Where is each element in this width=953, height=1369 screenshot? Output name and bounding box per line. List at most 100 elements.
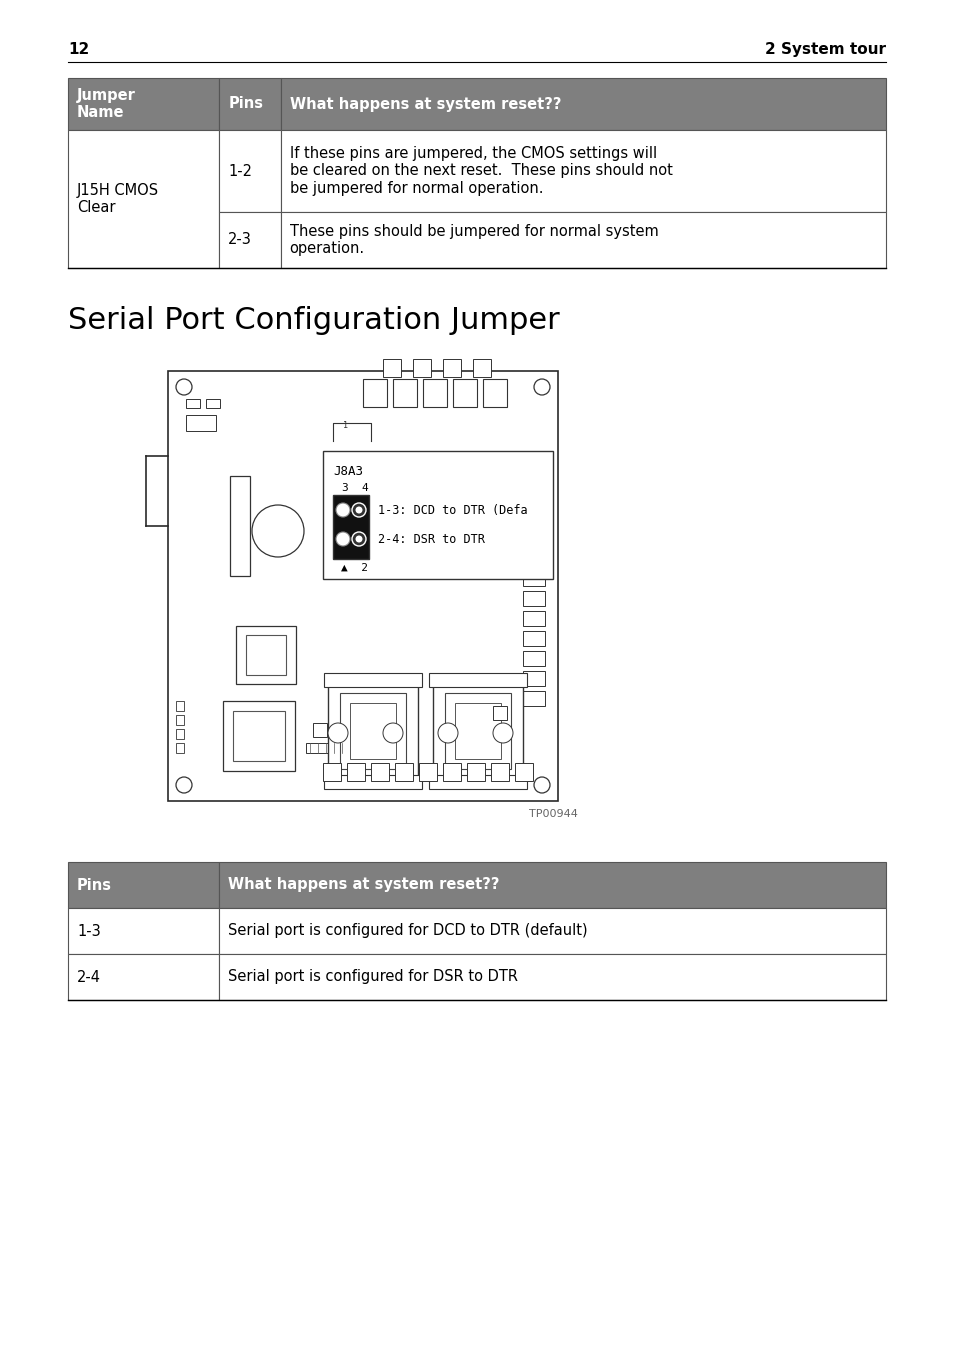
Bar bbox=[418, 763, 436, 780]
Bar bbox=[280, 212, 885, 268]
Circle shape bbox=[328, 723, 348, 743]
Bar bbox=[371, 763, 389, 780]
Text: ▲  2: ▲ 2 bbox=[340, 563, 368, 574]
Text: Pins: Pins bbox=[77, 878, 112, 893]
Text: 2-4: DSR to DTR: 2-4: DSR to DTR bbox=[377, 533, 484, 546]
Bar bbox=[323, 450, 553, 579]
Bar bbox=[363, 379, 387, 407]
Text: Pins: Pins bbox=[228, 96, 263, 111]
Text: 1-3: 1-3 bbox=[77, 924, 101, 939]
Circle shape bbox=[437, 723, 457, 743]
Bar bbox=[522, 611, 544, 626]
Bar bbox=[246, 635, 286, 675]
Bar bbox=[382, 359, 400, 376]
Circle shape bbox=[252, 505, 304, 557]
Bar bbox=[68, 954, 219, 999]
Bar bbox=[168, 371, 558, 801]
Bar bbox=[324, 775, 421, 789]
Bar bbox=[339, 693, 406, 769]
Bar bbox=[493, 706, 506, 720]
Bar bbox=[515, 763, 533, 780]
Text: Serial port is configured for DSR to DTR: Serial port is configured for DSR to DTR bbox=[228, 969, 517, 984]
Bar bbox=[230, 476, 250, 576]
Bar bbox=[280, 78, 885, 130]
Circle shape bbox=[175, 778, 192, 793]
Bar bbox=[186, 415, 215, 431]
Bar bbox=[442, 359, 460, 376]
Bar bbox=[175, 730, 184, 739]
Bar bbox=[328, 680, 417, 780]
Bar bbox=[313, 723, 327, 737]
Bar bbox=[233, 711, 285, 761]
Circle shape bbox=[355, 535, 362, 542]
Text: 1-3: DCD to DTR (Defa: 1-3: DCD to DTR (Defa bbox=[377, 504, 527, 517]
Text: If these pins are jumpered, the CMOS settings will
be cleared on the next reset.: If these pins are jumpered, the CMOS set… bbox=[290, 146, 672, 196]
Text: 12: 12 bbox=[68, 42, 90, 57]
Circle shape bbox=[352, 533, 366, 546]
Bar bbox=[219, 954, 885, 999]
Text: Serial Port Configuration Jumper: Serial Port Configuration Jumper bbox=[68, 307, 559, 335]
Circle shape bbox=[175, 379, 192, 396]
Bar bbox=[68, 908, 219, 954]
Bar bbox=[395, 763, 413, 780]
Text: 1: 1 bbox=[343, 422, 348, 430]
Text: What happens at system reset??: What happens at system reset?? bbox=[228, 878, 499, 893]
Bar bbox=[413, 359, 431, 376]
Bar bbox=[206, 398, 220, 408]
Bar bbox=[324, 674, 421, 687]
Text: TP00944: TP00944 bbox=[529, 809, 578, 819]
Text: J15H CMOS
Clear: J15H CMOS Clear bbox=[77, 183, 159, 215]
Bar bbox=[347, 763, 365, 780]
Text: Jumper
Name: Jumper Name bbox=[77, 88, 135, 120]
Text: Serial port is configured for DCD to DTR (default): Serial port is configured for DCD to DTR… bbox=[228, 924, 587, 939]
Bar bbox=[429, 674, 526, 687]
Bar bbox=[429, 775, 526, 789]
Bar bbox=[219, 78, 280, 130]
Bar bbox=[522, 691, 544, 706]
Bar bbox=[522, 591, 544, 606]
Bar bbox=[223, 701, 294, 771]
Text: These pins should be jumpered for normal system
operation.: These pins should be jumpered for normal… bbox=[290, 223, 658, 256]
Bar bbox=[453, 379, 476, 407]
Text: 2-4: 2-4 bbox=[77, 969, 101, 984]
Bar bbox=[280, 130, 885, 212]
Bar bbox=[442, 763, 460, 780]
Bar bbox=[175, 715, 184, 726]
Bar bbox=[219, 212, 280, 268]
Bar bbox=[467, 763, 484, 780]
Text: What happens at system reset??: What happens at system reset?? bbox=[290, 96, 560, 111]
Bar bbox=[482, 379, 506, 407]
Bar bbox=[219, 908, 885, 954]
Bar bbox=[473, 359, 491, 376]
Bar bbox=[522, 571, 544, 586]
Bar bbox=[175, 701, 184, 711]
Bar bbox=[235, 626, 295, 684]
Bar bbox=[68, 130, 219, 268]
Text: 2-3: 2-3 bbox=[228, 233, 252, 248]
Text: J8A3: J8A3 bbox=[333, 465, 363, 478]
Bar bbox=[422, 379, 447, 407]
Bar bbox=[433, 680, 522, 780]
Bar bbox=[323, 763, 340, 780]
Bar bbox=[522, 652, 544, 665]
Bar bbox=[455, 704, 500, 758]
Bar bbox=[393, 379, 416, 407]
Text: 4: 4 bbox=[360, 483, 367, 493]
Circle shape bbox=[352, 502, 366, 517]
Text: 1-2: 1-2 bbox=[228, 163, 252, 178]
Circle shape bbox=[335, 502, 350, 517]
Bar bbox=[491, 763, 509, 780]
Bar bbox=[68, 78, 219, 130]
Text: 2 System tour: 2 System tour bbox=[764, 42, 885, 57]
Bar bbox=[219, 862, 885, 908]
Bar bbox=[350, 704, 395, 758]
Bar bbox=[333, 496, 369, 559]
Circle shape bbox=[534, 379, 550, 396]
Circle shape bbox=[355, 507, 362, 513]
Circle shape bbox=[382, 723, 402, 743]
Bar bbox=[219, 130, 280, 212]
Circle shape bbox=[335, 533, 350, 546]
Text: 3: 3 bbox=[340, 483, 348, 493]
Bar bbox=[522, 631, 544, 646]
Bar bbox=[175, 743, 184, 753]
